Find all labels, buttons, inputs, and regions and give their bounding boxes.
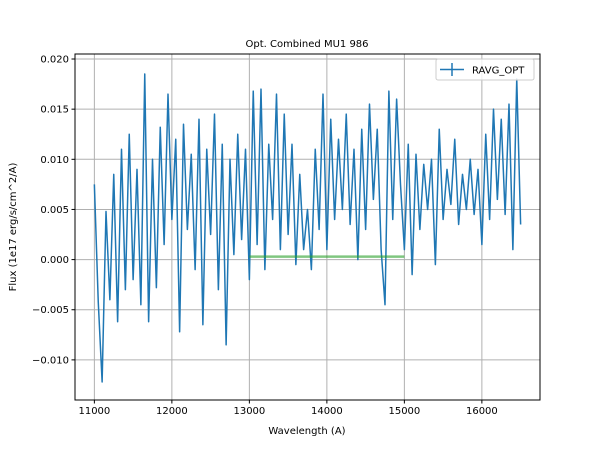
y-axis-label: Flux (1e17 erg/s/cm^2/A) bbox=[8, 163, 19, 292]
legend: RAVG_OPT bbox=[435, 58, 535, 81]
legend-label: RAVG_OPT bbox=[472, 66, 525, 77]
y-tick-label: 0.010 bbox=[40, 155, 69, 166]
series-line-ravg-opt bbox=[93, 73, 522, 383]
y-tick-label: −0.010 bbox=[32, 355, 69, 366]
x-tick-label: 13000 bbox=[233, 406, 265, 417]
y-tick-label: 0.005 bbox=[40, 205, 69, 216]
x-tick-label: 14000 bbox=[311, 406, 343, 417]
x-tick-label: 16000 bbox=[466, 406, 498, 417]
x-tick-label: 15000 bbox=[388, 406, 420, 417]
x-tick-label: 11000 bbox=[78, 406, 110, 417]
y-tick-label: −0.005 bbox=[32, 305, 69, 316]
ticks: 11000 12000 13000 14000 15000 16000 −0.010 −0.0… bbox=[32, 55, 498, 417]
axes-frame bbox=[74, 53, 541, 401]
series-layer bbox=[93, 73, 522, 383]
y-tick-label: 0.020 bbox=[40, 55, 69, 66]
y-tick-label: 0.015 bbox=[40, 105, 69, 116]
x-axis-label: Wavelength (A) bbox=[268, 426, 345, 437]
x-tick-label: 12000 bbox=[156, 406, 188, 417]
y-tick-label: 0.000 bbox=[40, 255, 69, 266]
legend-box bbox=[435, 58, 535, 81]
chart-title: Opt. Combined MU1 986 bbox=[245, 39, 368, 50]
